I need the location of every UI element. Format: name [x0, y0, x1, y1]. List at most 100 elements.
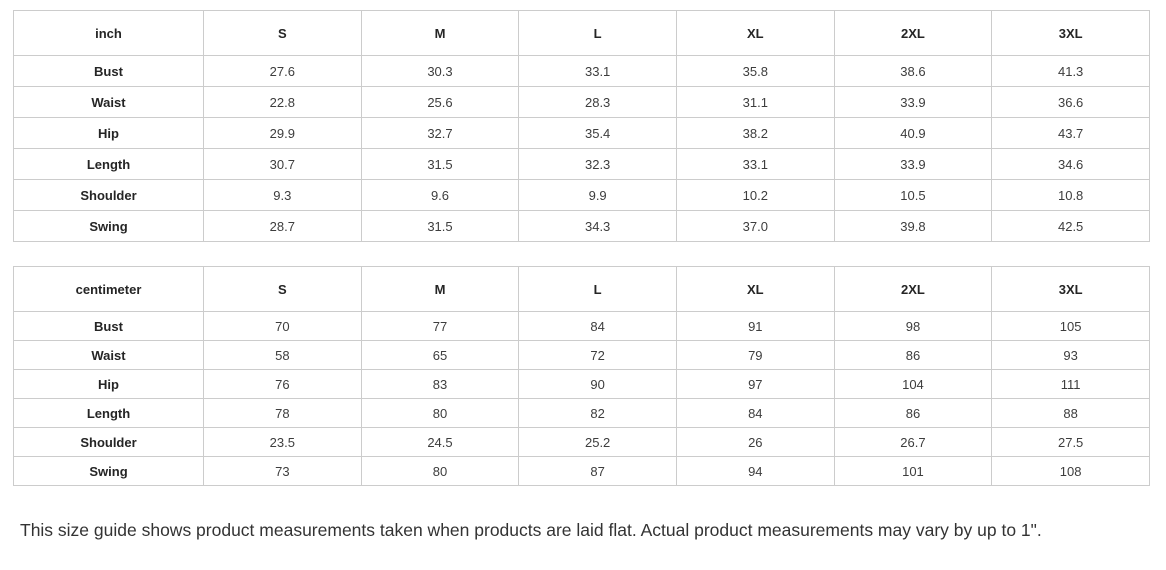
row-label: Hip — [13, 117, 204, 149]
measurement-cell: 72 — [518, 340, 677, 370]
measurement-cell: 98 — [833, 311, 993, 341]
row-label: Bust — [13, 311, 204, 341]
table-row: Bust 27.6 30.3 33.1 35.8 38.6 41.3 — [13, 55, 1150, 87]
table-row: Waist 58 65 72 79 86 93 — [13, 340, 1150, 370]
table-row: Swing 73 80 87 94 101 108 — [13, 456, 1150, 486]
size-column-header: 2XL — [833, 10, 993, 56]
measurement-cell: 90 — [518, 369, 677, 399]
size-guide-note: This size guide shows product measuremen… — [20, 520, 1042, 540]
size-column-header: 3XL — [991, 266, 1150, 312]
measurement-cell: 86 — [833, 340, 993, 370]
header-row: inch S M L XL 2XL 3XL — [13, 10, 1150, 56]
measurement-cell: 108 — [991, 456, 1150, 486]
size-table-inch: inch S M L XL 2XL 3XL Bust 27.6 30.3 33.1 35.8 38.6 4… — [13, 10, 1150, 242]
measurement-cell: 31.5 — [360, 210, 520, 242]
measurement-cell: 33.9 — [833, 148, 993, 180]
measurement-cell: 35.8 — [675, 55, 835, 87]
measurement-cell: 84 — [518, 311, 677, 341]
measurement-cell: 10.8 — [991, 179, 1150, 211]
measurement-cell: 31.1 — [675, 86, 835, 118]
measurement-cell: 82 — [518, 398, 677, 428]
measurement-cell: 86 — [833, 398, 993, 428]
measurement-cell: 9.6 — [360, 179, 520, 211]
measurement-cell: 35.4 — [518, 117, 677, 149]
measurement-cell: 29.9 — [203, 117, 362, 149]
size-column-header: S — [203, 10, 362, 56]
unit-header: inch — [13, 10, 204, 56]
size-column-header: XL — [675, 10, 835, 56]
measurement-cell: 104 — [833, 369, 993, 399]
measurement-cell: 34.6 — [991, 148, 1150, 180]
measurement-cell: 38.6 — [833, 55, 993, 87]
measurement-cell: 105 — [991, 311, 1150, 341]
measurement-cell: 58 — [203, 340, 362, 370]
measurement-cell: 26.7 — [833, 427, 993, 457]
table-row: Swing 28.7 31.5 34.3 37.0 39.8 42.5 — [13, 210, 1150, 242]
measurement-cell: 10.5 — [833, 179, 993, 211]
unit-header: centimeter — [13, 266, 204, 312]
size-column-header: XL — [675, 266, 835, 312]
measurement-cell: 70 — [203, 311, 362, 341]
measurement-cell: 93 — [991, 340, 1150, 370]
measurement-cell: 30.3 — [360, 55, 520, 87]
table-row: Length 30.7 31.5 32.3 33.1 33.9 34.6 — [13, 148, 1150, 180]
measurement-cell: 38.2 — [675, 117, 835, 149]
row-label: Length — [13, 148, 204, 180]
measurement-cell: 73 — [203, 456, 362, 486]
row-label: Shoulder — [13, 427, 204, 457]
table-row: Bust 70 77 84 91 98 105 — [13, 311, 1150, 341]
measurement-cell: 39.8 — [833, 210, 993, 242]
measurement-cell: 42.5 — [991, 210, 1150, 242]
table-row: Shoulder 9.3 9.6 9.9 10.2 10.5 10.8 — [13, 179, 1150, 211]
measurement-cell: 23.5 — [203, 427, 362, 457]
measurement-cell: 79 — [675, 340, 835, 370]
measurement-cell: 33.1 — [518, 55, 677, 87]
row-label: Swing — [13, 210, 204, 242]
measurement-cell: 43.7 — [991, 117, 1150, 149]
measurement-cell: 33.9 — [833, 86, 993, 118]
measurement-cell: 111 — [991, 369, 1150, 399]
measurement-cell: 28.3 — [518, 86, 677, 118]
measurement-cell: 32.3 — [518, 148, 677, 180]
measurement-cell: 34.3 — [518, 210, 677, 242]
measurement-cell: 24.5 — [360, 427, 520, 457]
table-row: Length 78 80 82 84 86 88 — [13, 398, 1150, 428]
size-guide: inch S M L XL 2XL 3XL Bust 27.6 30.3 33.1 35.8 38.6 4… — [0, 10, 1166, 542]
measurement-cell: 36.6 — [991, 86, 1150, 118]
row-label: Waist — [13, 340, 204, 370]
measurement-cell: 83 — [360, 369, 520, 399]
measurement-cell: 101 — [833, 456, 993, 486]
size-column-header: L — [518, 266, 677, 312]
measurement-cell: 40.9 — [833, 117, 993, 149]
table-row: Hip 29.9 32.7 35.4 38.2 40.9 43.7 — [13, 117, 1150, 149]
measurement-cell: 31.5 — [360, 148, 520, 180]
size-column-header: 3XL — [991, 10, 1150, 56]
size-column-header: 2XL — [833, 266, 993, 312]
row-label: Shoulder — [13, 179, 204, 211]
table-row: Waist 22.8 25.6 28.3 31.1 33.9 36.6 — [13, 86, 1150, 118]
row-label: Length — [13, 398, 204, 428]
measurement-cell: 80 — [360, 456, 520, 486]
measurement-cell: 84 — [675, 398, 835, 428]
row-label: Bust — [13, 55, 204, 87]
measurement-cell: 94 — [675, 456, 835, 486]
measurement-cell: 9.3 — [203, 179, 362, 211]
measurement-cell: 27.6 — [203, 55, 362, 87]
table-row: Shoulder 23.5 24.5 25.2 26 26.7 27.5 — [13, 427, 1150, 457]
measurement-cell: 22.8 — [203, 86, 362, 118]
measurement-cell: 76 — [203, 369, 362, 399]
size-table-centimeter: centimeter S M L XL 2XL 3XL Bust 70 77 84 91 98 105 Wa… — [13, 266, 1150, 486]
measurement-cell: 32.7 — [360, 117, 520, 149]
measurement-cell: 9.9 — [518, 179, 677, 211]
size-column-header: L — [518, 10, 677, 56]
row-label: Hip — [13, 369, 204, 399]
size-column-header: S — [203, 266, 362, 312]
measurement-cell: 37.0 — [675, 210, 835, 242]
row-label: Waist — [13, 86, 204, 118]
measurement-cell: 26 — [675, 427, 835, 457]
measurement-cell: 30.7 — [203, 148, 362, 180]
measurement-cell: 25.2 — [518, 427, 677, 457]
table-row: Hip 76 83 90 97 104 111 — [13, 369, 1150, 399]
header-row: centimeter S M L XL 2XL 3XL — [13, 266, 1150, 312]
measurement-cell: 87 — [518, 456, 677, 486]
